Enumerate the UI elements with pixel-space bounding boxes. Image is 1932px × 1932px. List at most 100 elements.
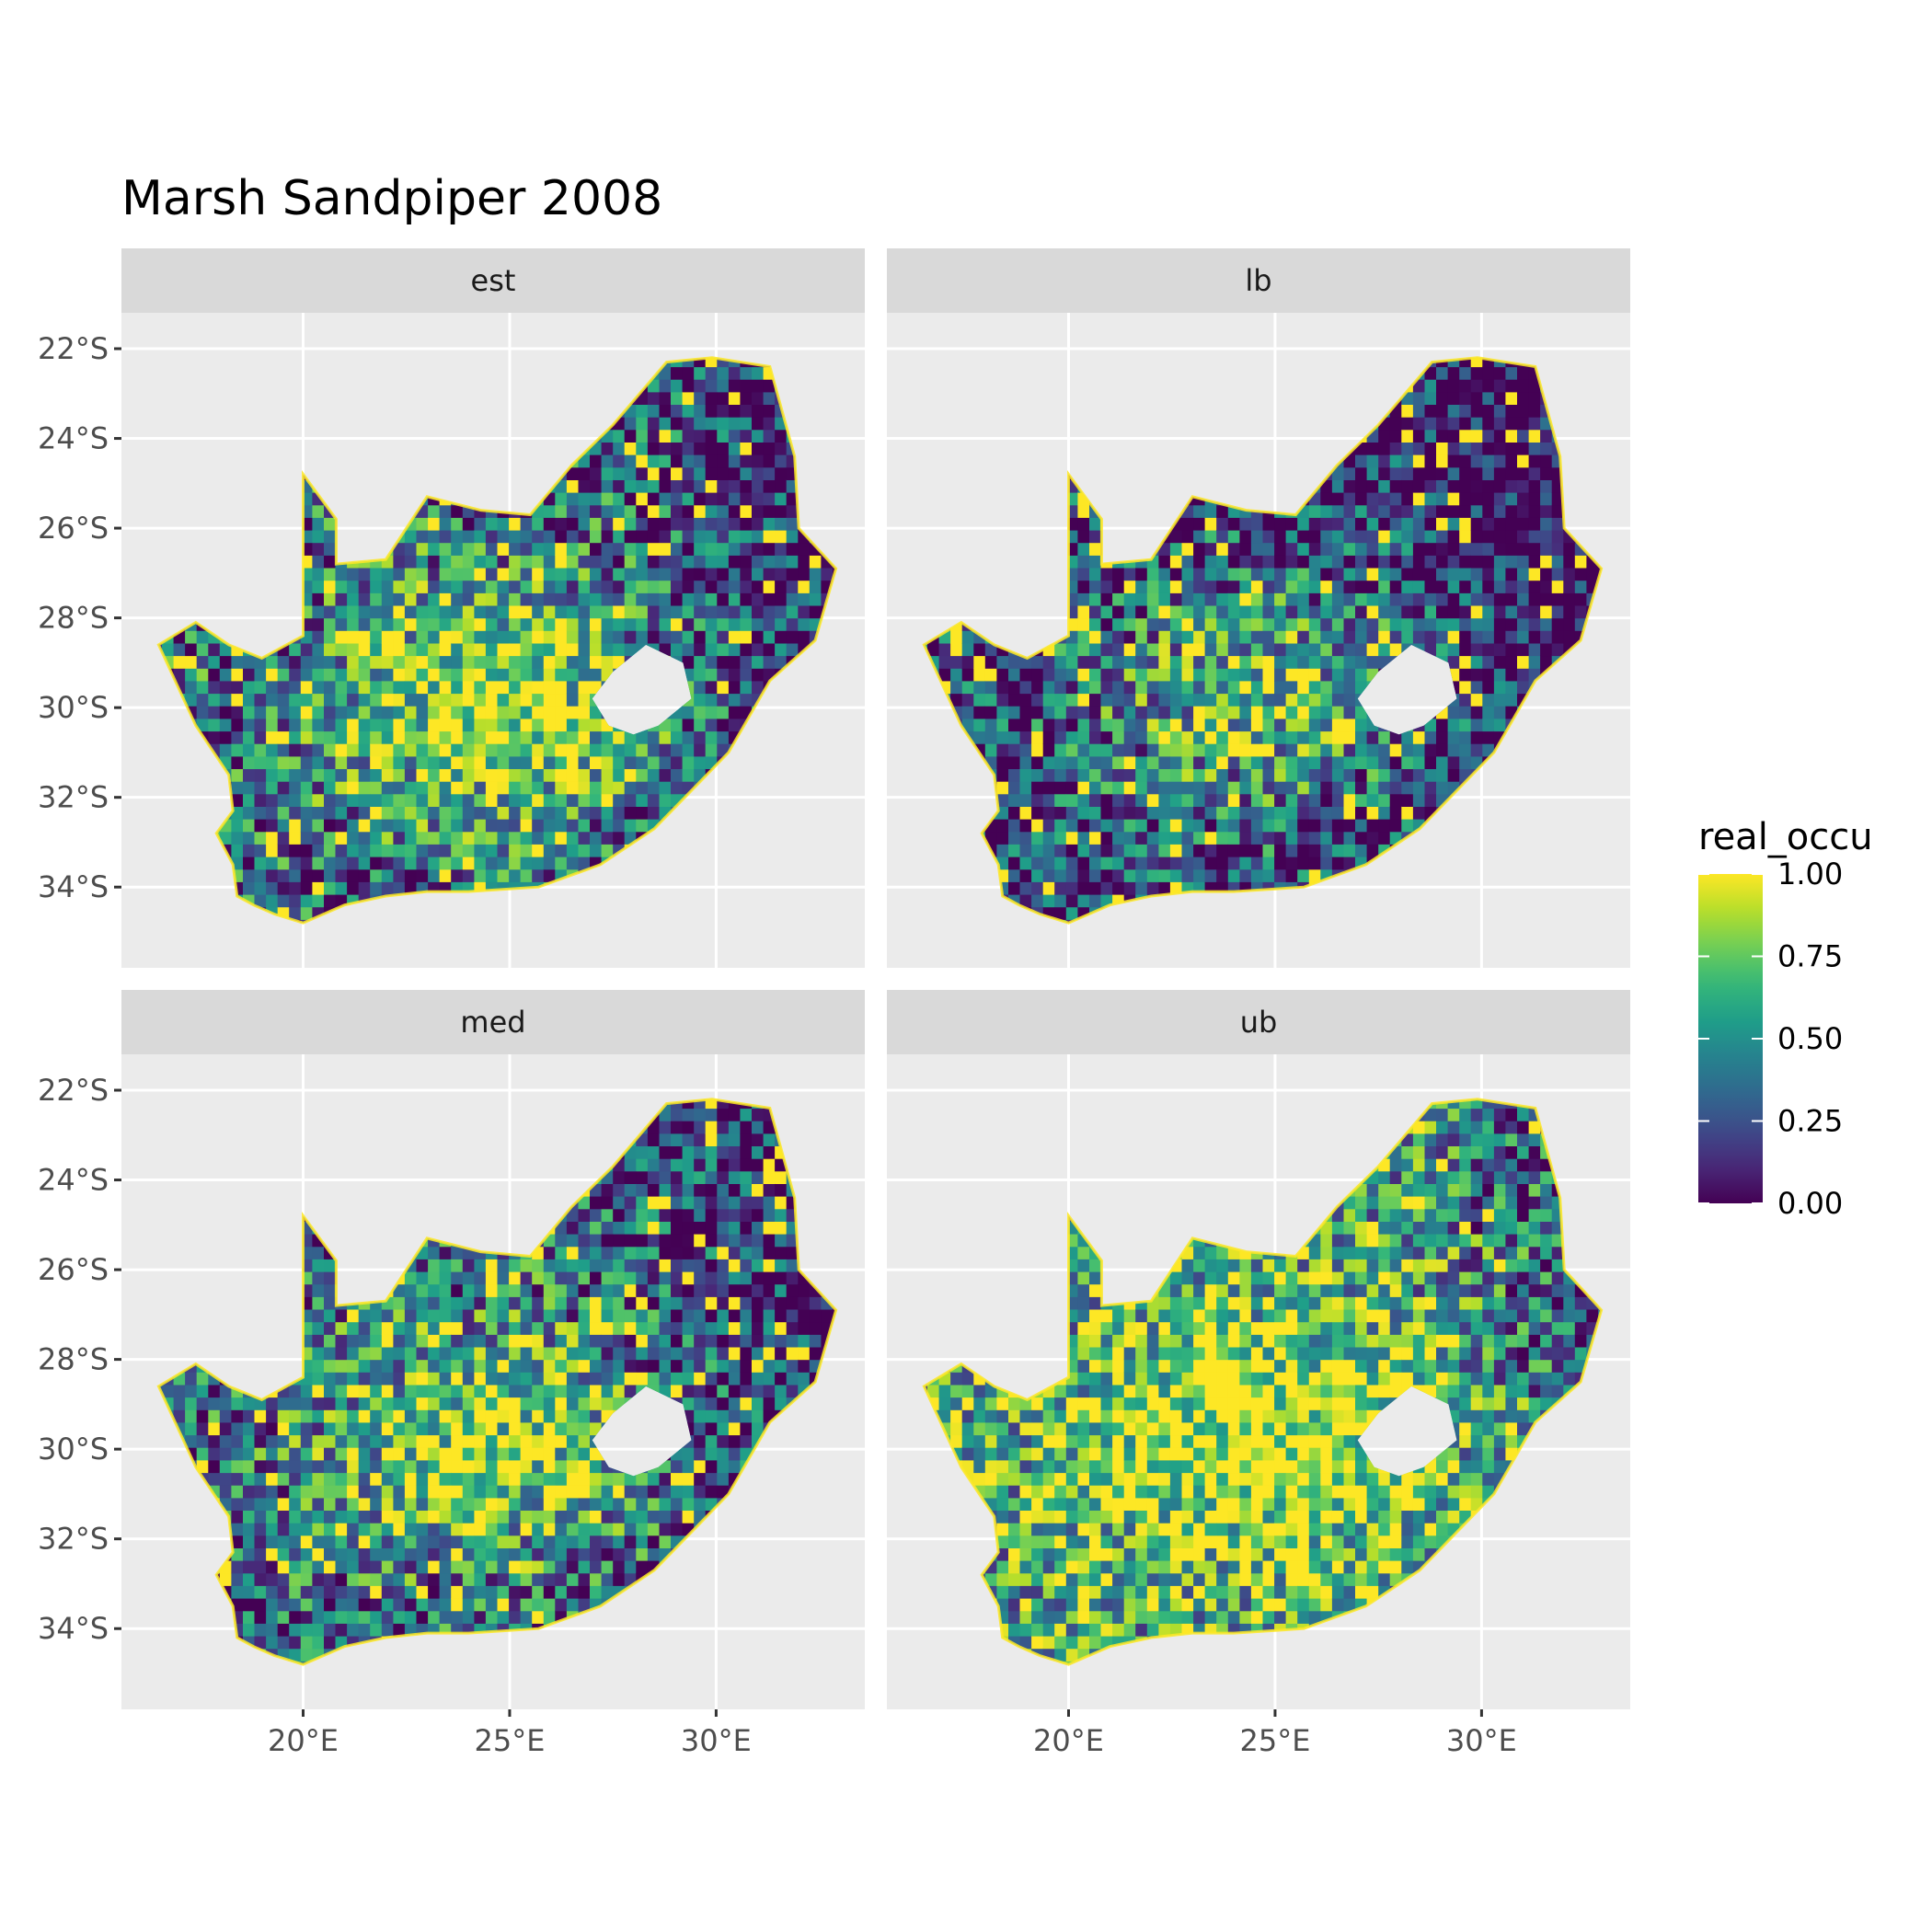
raster-cell [1320,542,1333,556]
raster-cell [208,655,221,669]
raster-cell [289,781,302,795]
raster-cell [705,706,718,719]
raster-cell [566,479,579,493]
raster-cell [636,404,649,418]
raster-cell [1297,555,1310,569]
raster-cell [381,881,394,895]
raster-cell [1089,542,1102,556]
raster-cell [682,568,695,581]
raster-cell [1146,819,1159,833]
raster-cell [798,542,811,556]
raster-cell [335,819,348,833]
raster-cell [1378,630,1391,644]
raster-cell [1193,642,1206,657]
raster-cell [659,504,672,518]
raster-cell [347,668,360,682]
raster-cell [1135,831,1148,845]
raster-cell [682,492,695,506]
raster-cell [624,479,637,493]
raster-cell [231,768,244,782]
raster-cell [289,894,302,908]
raster-cell [578,844,591,857]
raster-cell [1042,793,1055,807]
raster-cell [358,806,371,820]
raster-cell [300,781,313,795]
raster-cell [497,706,510,719]
raster-cell [1285,555,1298,569]
raster-cell [208,693,221,707]
raster-cell [485,555,498,569]
raster-cell [1366,768,1379,782]
raster-cell [312,605,325,619]
raster-cell [439,530,452,544]
raster-cell [1146,857,1159,870]
raster-cell [1239,680,1252,695]
raster-cell [938,655,951,669]
raster-cell [428,530,441,544]
raster-cell [1169,630,1182,644]
raster-cell [277,693,290,707]
raster-cell [1065,831,1078,845]
raster-cell [370,743,383,757]
raster-cell [1042,706,1055,719]
raster-cell [1250,831,1263,845]
raster-cell [636,530,649,544]
raster-cell [601,806,614,820]
raster-cell [601,442,614,455]
raster-cell [439,592,452,606]
raster-cell [451,857,464,870]
raster-cell [277,718,290,732]
raster-cell [439,868,452,882]
raster-cell [1158,857,1171,870]
raster-cell [694,442,707,455]
raster-cell [740,655,753,669]
raster-cell [1343,693,1356,707]
raster-cell [1077,592,1090,606]
raster-cell [474,668,487,682]
raster-cell [1169,793,1182,807]
raster-cell [474,743,487,757]
raster-cell [1343,530,1356,544]
raster-cell [439,568,452,581]
raster-cell [1065,730,1078,744]
raster-cell [1331,819,1344,833]
raster-cell [428,680,441,695]
raster-cell [1297,517,1310,531]
raster-cell [185,668,198,682]
raster-cell [358,857,371,870]
raster-cell [1401,504,1414,518]
raster-cell [428,668,441,682]
raster-cell [1019,668,1032,682]
raster-cell [1250,555,1263,569]
raster-cell [555,555,568,569]
raster-cell [532,605,545,619]
raster-cell [1285,730,1298,744]
raster-cell [335,642,348,657]
raster-cell [613,605,626,619]
raster-cell [1250,743,1263,757]
raster-cell [1274,555,1287,569]
raster-cell [1308,568,1321,581]
raster-cell [532,642,545,657]
raster-cell [578,655,591,669]
raster-cell [578,793,591,807]
raster-cell [1169,743,1182,757]
raster-cell [231,706,244,719]
raster-cell [509,755,522,769]
raster-cell [485,642,498,657]
raster-cell [1412,781,1425,795]
raster-cell [1193,555,1206,569]
raster-cell [404,555,417,569]
raster-cell [1089,592,1102,606]
raster-cell [1227,630,1240,644]
raster-cell [393,781,406,795]
raster-cell [543,781,556,795]
raster-cell [705,466,718,480]
raster-cell [1424,479,1437,493]
raster-cell [613,831,626,845]
raster-cell [451,706,464,719]
raster-cell [219,693,232,707]
raster-cell [1389,517,1402,531]
raster-cell [335,806,348,820]
raster-cell [1135,768,1148,782]
